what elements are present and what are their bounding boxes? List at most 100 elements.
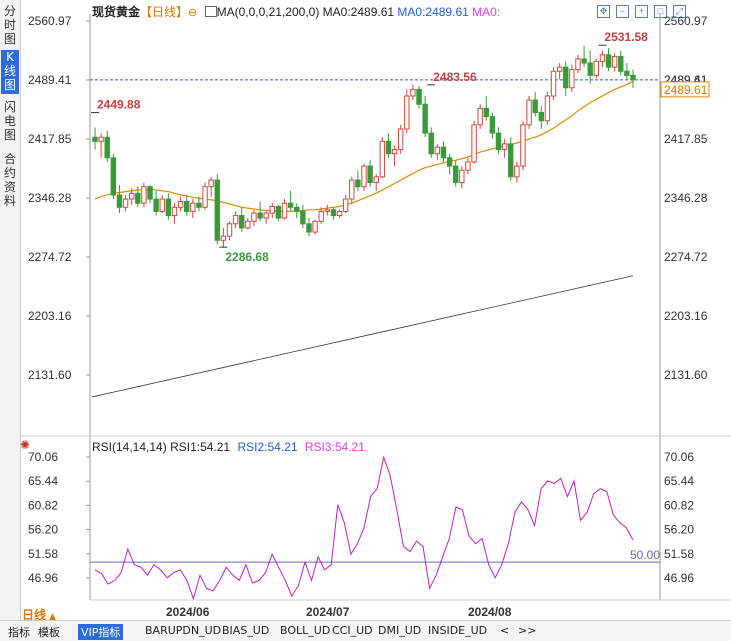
candle-body-59 [453, 165, 459, 184]
ma-settings-icon[interactable] [204, 6, 217, 17]
rsi1-value: RSI1:54.21 [170, 440, 231, 454]
toolbar-item-9[interactable]: < [500, 624, 510, 637]
price-tick-left-3: 2346.28 [28, 191, 72, 205]
candle-body-86 [618, 55, 624, 72]
bottom-period-label[interactable]: 日线 ▲ [22, 606, 56, 623]
rsi-settings-icon[interactable]: ✺ [20, 438, 31, 452]
candle-body-54 [422, 103, 428, 134]
candle-body-39 [330, 209, 337, 217]
tab-kline[interactable]: K线图 [1, 50, 19, 94]
candle-body-12 [165, 198, 172, 217]
candle-body-9 [147, 186, 153, 200]
ma200-line [91, 275, 634, 398]
caret-up-icon[interactable]: ▲ [49, 612, 56, 622]
candle-body-46 [373, 176, 379, 184]
candle-body-72 [532, 99, 538, 113]
annotation-3: 2531.58 [604, 30, 648, 44]
toolbar-item-0[interactable]: 指标 [8, 626, 30, 639]
candle-body-64 [483, 107, 489, 118]
candle-body-69 [514, 165, 520, 178]
candle-body-83 [599, 54, 606, 62]
candle-body-37 [318, 210, 324, 222]
toolbar-item-7[interactable]: DMI_UD [378, 624, 422, 637]
candle-body-58 [446, 157, 453, 167]
toolbar-item-1[interactable]: 模板 [38, 626, 60, 639]
candle-body-4 [116, 194, 123, 208]
candle-body-60 [459, 169, 465, 184]
candle-body-47 [379, 140, 386, 178]
maximize-icon[interactable]: ⤢ [673, 5, 686, 18]
candle-body-82 [593, 60, 600, 76]
candle-body-10 [153, 198, 159, 212]
rsi-tick-left-5: 46.96 [28, 571, 58, 585]
rsi-label: RSI(14,14,14) [92, 440, 167, 454]
candle-body-14 [177, 201, 184, 208]
toolbar-item-10[interactable]: >> [518, 624, 537, 637]
candle-body-74 [544, 95, 551, 122]
toolbar-item-6[interactable]: CCI_UD [332, 624, 373, 637]
period-label[interactable]: 【日线】 [140, 5, 189, 19]
price-tick-left-1: 2489.41 [28, 73, 72, 87]
price-tick-right-5: 2203.16 [664, 309, 708, 323]
candle-body-67 [501, 143, 508, 151]
x-tick-2: 2024/08 [468, 605, 512, 619]
toolbar-item-2[interactable]: VIP指标 [78, 624, 124, 640]
candle-body-50 [397, 128, 404, 151]
candle-body-22 [226, 223, 233, 237]
toolbar-item-8[interactable]: INSIDE_UD [428, 624, 488, 637]
rsi-tick-left-0: 70.06 [28, 450, 58, 464]
zoom-out-icon[interactable]: − [616, 5, 629, 18]
candle-body-51 [404, 95, 410, 130]
candle-body-30 [275, 205, 282, 219]
candle-body-13 [171, 206, 178, 217]
candle-body-36 [312, 220, 318, 233]
candle-body-57 [440, 146, 447, 159]
candle-body-17 [196, 202, 202, 208]
candle-body-56 [434, 146, 441, 155]
zoom-in-icon[interactable]: + [635, 5, 648, 18]
move-icon[interactable]: ✥ [597, 5, 610, 18]
tab-flash-chart[interactable]: 闪电图 [3, 100, 16, 142]
x-tick-0: 2024/06 [166, 605, 210, 619]
candle-body-41 [342, 198, 349, 212]
candle-body-53 [416, 88, 422, 105]
candle-body-76 [556, 66, 563, 72]
price-tick-left-6: 2131.60 [28, 368, 72, 382]
bottom-period-text: 日线 [22, 608, 47, 622]
tab-timeshare[interactable]: 分时图 [3, 4, 16, 46]
ma0-value-b: MA0:2489.61 [397, 5, 469, 19]
candle-body-1 [98, 136, 104, 142]
rsi-header: RSI(14,14,14) RSI1:54.21 RSI2:54.21 RSI3… [92, 440, 365, 454]
tab-contract-info[interactable]: 合约资料 [3, 152, 16, 208]
price-tick-left-5: 2203.16 [28, 309, 72, 323]
price-tick-right-2: 2417.85 [664, 132, 708, 146]
toolbar-item-4[interactable]: BIAS_UD [222, 624, 270, 637]
candle-body-35 [306, 223, 312, 233]
x-tick-1: 2024/07 [306, 605, 350, 619]
rsi-tick-right-4: 51.58 [664, 547, 694, 561]
rsi-tick-right-0: 70.06 [664, 450, 694, 464]
candle-body-77 [563, 66, 569, 89]
period-toggle-icon[interactable]: ⊖ [188, 7, 198, 19]
candle-body-5 [122, 198, 129, 208]
candle-body-79 [575, 58, 581, 71]
candle-body-75 [550, 70, 557, 97]
indicator-toolbar: 指标 模板 VIP指标 BARUPDN_UD BIAS_UD BOLL_UD CCI_UD D… [0, 620, 731, 641]
candle-body-65 [489, 116, 496, 134]
candle-body-33 [294, 206, 300, 212]
rsi-tick-right-3: 56.20 [664, 523, 694, 537]
candle-body-21 [220, 235, 227, 241]
candle-body-87 [624, 70, 630, 76]
symbol-name: 现货黄金 [92, 5, 141, 19]
toolbar-item-3[interactable]: BARUPDN_UD [145, 624, 222, 637]
toolbar-item-5[interactable]: BOLL_UD [280, 624, 331, 637]
candle-body-80 [581, 58, 587, 64]
price-tick-right-0: 2560.97 [664, 14, 708, 28]
candle-body-43 [355, 179, 361, 188]
candle-body-71 [526, 99, 532, 126]
price-tick-right-6: 2131.60 [664, 368, 708, 382]
candle-body-44 [361, 165, 367, 188]
price-tick-left-4: 2274.72 [28, 250, 72, 264]
candle-body-68 [508, 143, 514, 178]
